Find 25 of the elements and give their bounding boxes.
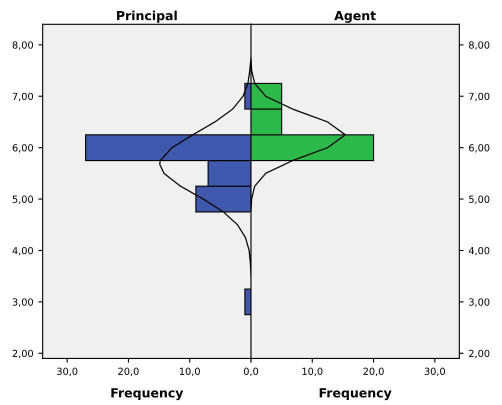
x-tick-label: 20,0: [118, 368, 139, 376]
y-tick-label: 5,00: [12, 196, 33, 204]
y-tick-label: 5,00: [469, 196, 490, 204]
chart-title: Principal: [117, 10, 177, 23]
y-tick-label: 7,00: [469, 92, 490, 102]
x-axis-title: Frequency: [111, 388, 184, 400]
y-tick-label: 3,00: [469, 298, 490, 307]
y-tick-label: 8,00: [469, 41, 490, 50]
x-tick-label: 30,0: [57, 368, 78, 376]
y-tick-label: 2,00: [12, 350, 33, 358]
x-axis-title: Frequency: [320, 388, 392, 400]
x-tick-label: 0,0: [244, 368, 258, 376]
x-tick-label: 10,0: [180, 368, 200, 376]
y-tick-label: 2,00: [469, 350, 490, 358]
x-tick-label: 30,0: [424, 368, 445, 376]
y-tick-label: 6,00: [12, 144, 33, 152]
y-tick-label: 4,00: [468, 246, 490, 256]
chart-title: Agent: [334, 11, 376, 23]
y-tick-label: 7,00: [12, 92, 33, 102]
x-tick-label: 20,0: [363, 368, 384, 376]
y-tick-label: 3,00: [12, 298, 33, 307]
x-tick-label: 10,0: [302, 368, 322, 376]
y-tick-label: 8,00: [12, 41, 33, 50]
y-tick-label: 4,00: [12, 246, 33, 256]
y-tick-label: 6,00: [469, 144, 490, 152]
